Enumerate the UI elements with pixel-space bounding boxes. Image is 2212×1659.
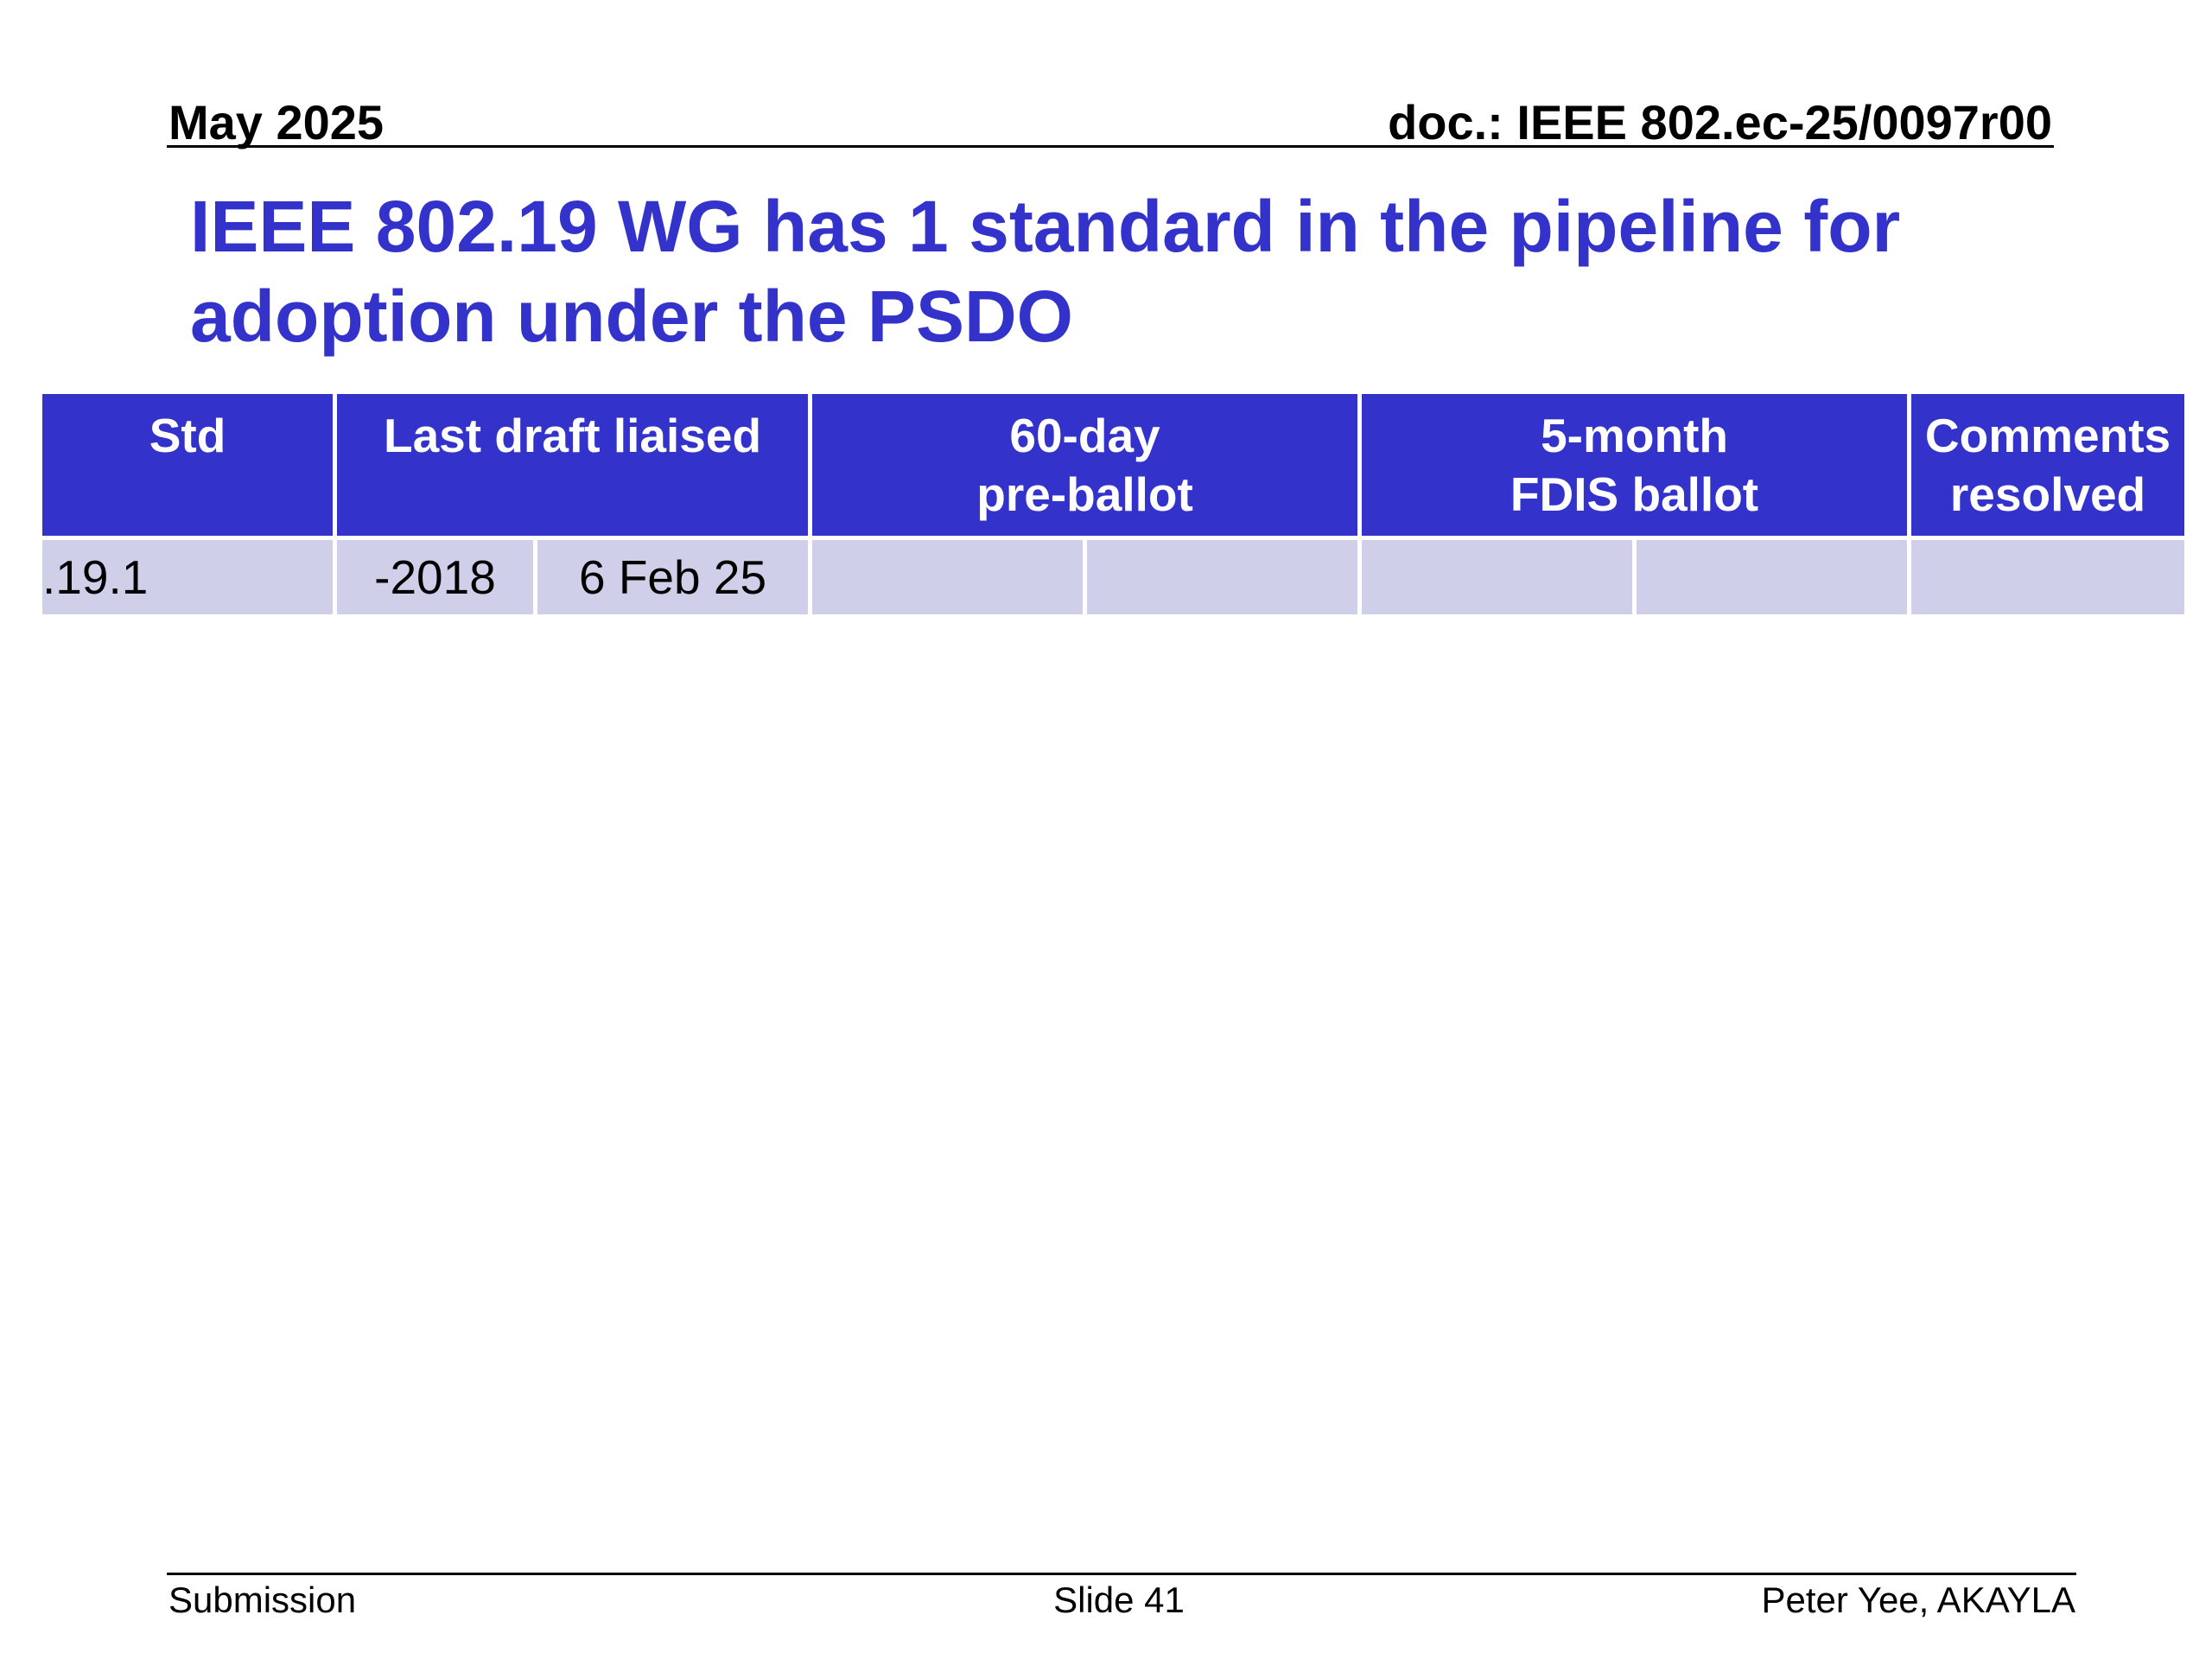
footer-author: Peter Yee, AKAYLA	[1761, 1580, 2075, 1620]
header-comments-line-2: resolved	[1949, 467, 2146, 521]
header-60-day-pre-ballot: 60-day pre-ballot	[808, 390, 1363, 540]
cell-comments-resolved	[1907, 536, 2190, 619]
header-5-month-fdis-ballot: 5-month FDIS ballot	[1357, 390, 1912, 540]
header-last-draft-liaised: Last draft liaised	[332, 390, 813, 540]
header-std: Std	[38, 390, 337, 540]
table-header-row: Std Last draft liaised 60-day pre-ballot…	[38, 390, 2190, 540]
header-doc-id: doc.: IEEE 802.ec-25/0097r00	[1388, 95, 2052, 149]
header-comments-line-1: Comments	[1924, 409, 2171, 462]
cell-draft: -2018	[333, 536, 537, 619]
header-pre-ballot-line-2: pre-ballot	[976, 467, 1193, 521]
cell-std: .19.1	[38, 536, 337, 619]
table-row: .19.1 -2018 6 Feb 25	[38, 536, 2190, 619]
cell-fdis-b	[1632, 536, 1912, 619]
cell-pre-ballot-b	[1083, 536, 1363, 619]
pipeline-table: Std Last draft liaised 60-day pre-ballot…	[38, 390, 2190, 619]
cell-liaised-date: 6 Feb 25	[532, 536, 813, 619]
header-fdis-line-1: 5-month	[1541, 409, 1728, 462]
header-pre-ballot-line-1: 60-day	[1009, 409, 1160, 462]
footer-slide-number: Slide 41	[1053, 1580, 1185, 1620]
header-divider	[167, 145, 2054, 148]
footer-divider	[167, 1573, 2076, 1575]
cell-fdis-a	[1357, 536, 1637, 619]
footer-submission: Submission	[168, 1580, 357, 1620]
cell-pre-ballot-a	[808, 536, 1088, 619]
slide-title-line-1: IEEE 802.19 WG has 1 standard in the pip…	[190, 186, 1901, 267]
slide-title-line-2: adoption under the PSDO	[190, 276, 1073, 357]
slide-title: IEEE 802.19 WG has 1 standard in the pip…	[190, 181, 2134, 361]
header-comments-resolved: Comments resolved	[1907, 390, 2190, 540]
header-fdis-line-2: FDIS ballot	[1510, 467, 1759, 521]
header-date: May 2025	[168, 95, 385, 149]
